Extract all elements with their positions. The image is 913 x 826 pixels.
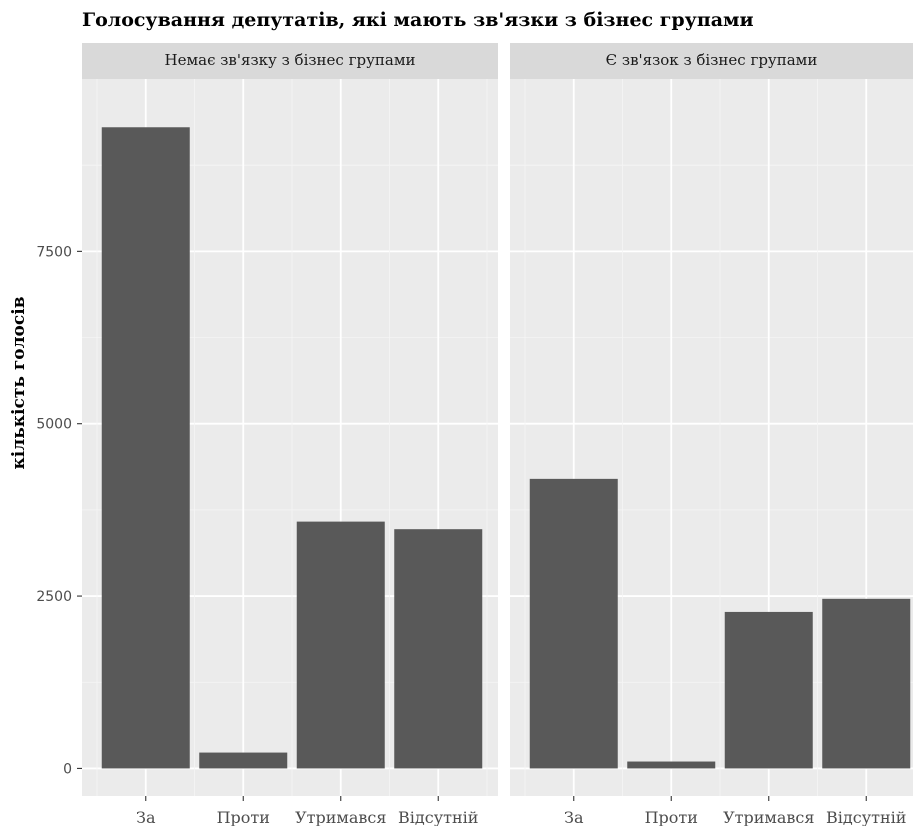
y-tick-label: 2500 — [36, 589, 72, 605]
bar — [529, 478, 618, 769]
x-tick-label: Відсутній — [826, 808, 906, 826]
facet-strip — [510, 43, 913, 79]
bar — [822, 598, 911, 769]
y-tick-label: 5000 — [36, 417, 72, 433]
facet-strip — [82, 43, 498, 79]
bar — [296, 521, 385, 769]
x-tick-label: Утримався — [723, 808, 814, 826]
x-tick-label: Проти — [217, 808, 270, 826]
y-tick-label: 0 — [63, 761, 72, 777]
plot-area: 0 2500 5000 7500 Немає зв'язку з бізнес груп… — [36, 43, 913, 826]
bar — [394, 529, 483, 769]
bar — [199, 752, 288, 769]
chart-title: Голосування депутатів, які мають зв'язки… — [82, 9, 754, 31]
bar — [627, 761, 716, 769]
y-axis-label: кількість голосів — [9, 296, 29, 469]
bar — [724, 611, 813, 769]
x-tick-label: Відсутній — [398, 808, 478, 826]
x-tick-label: Проти — [645, 808, 698, 826]
bar — [101, 127, 190, 769]
y-tick-label: 7500 — [36, 244, 72, 260]
x-tick-label: За — [564, 808, 584, 826]
facet-strip-label: Немає зв'язку з бізнес групами — [165, 51, 416, 69]
x-tick-label: Утримався — [295, 808, 386, 826]
x-tick-label: За — [136, 808, 156, 826]
facet-strip-label: Є зв'язок з бізнес групами — [606, 51, 818, 69]
